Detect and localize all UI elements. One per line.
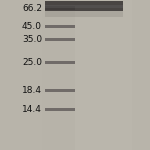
Bar <box>42 0 75 150</box>
Bar <box>45 5 123 8</box>
Bar <box>45 6 75 10</box>
Bar <box>45 61 75 64</box>
Text: 25.0: 25.0 <box>22 58 42 67</box>
Bar <box>45 11 123 17</box>
Bar <box>45 1 123 11</box>
Bar <box>45 108 75 111</box>
Bar <box>45 38 75 41</box>
Text: 66.2: 66.2 <box>22 4 42 13</box>
Text: 18.4: 18.4 <box>22 86 42 95</box>
Bar <box>42 0 132 150</box>
Bar <box>45 89 75 92</box>
Text: 35.0: 35.0 <box>22 35 42 44</box>
Bar <box>45 25 75 28</box>
Text: 14.4: 14.4 <box>22 105 42 114</box>
Text: 45.0: 45.0 <box>22 22 42 31</box>
